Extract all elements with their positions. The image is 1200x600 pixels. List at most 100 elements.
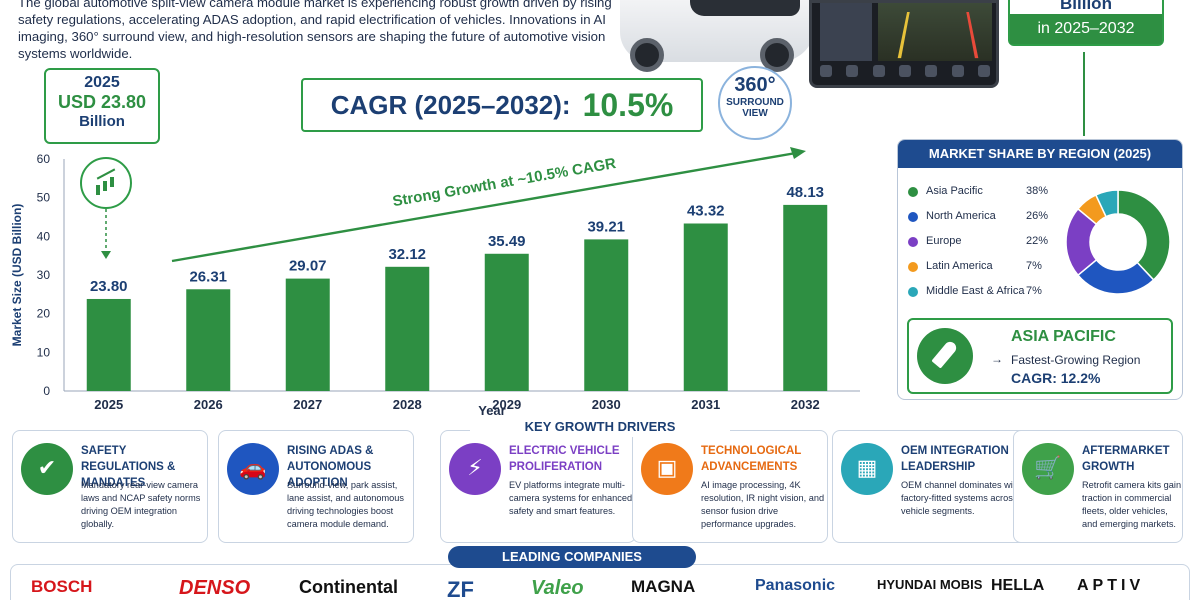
bar-value-label: 23.80 — [90, 278, 128, 295]
driver-card: 🛒 AFTERMARKET GROWTH Retrofit camera kits … — [1013, 430, 1183, 543]
bar-value-label: 35.49 — [488, 233, 526, 250]
legend-dot — [908, 212, 918, 222]
trend-arrow-line — [171, 151, 797, 263]
legend-dot — [908, 187, 918, 197]
company-logo: APTIV — [1077, 577, 1145, 594]
forecast-unit: Billion — [1060, 0, 1112, 13]
bar-value-label: 29.07 — [289, 258, 327, 275]
x-axis-label: Year — [478, 403, 505, 418]
driver-title: RISING ADAS & AUTONOMOUS ADOPTION — [287, 445, 374, 489]
screen-button-icon — [977, 65, 990, 77]
growth-drivers: ✔ SAFETY REGULATIONS & MANDATES Mandatory … — [10, 430, 1190, 544]
start-year: 2025 — [84, 74, 120, 91]
driver-card: ▣ TECHNOLOGICAL ADVANCEMENTS AI image proc… — [632, 430, 828, 543]
screen-button-icon — [951, 65, 964, 77]
bar-2025 — [86, 298, 131, 391]
x-tick-label: 2032 — [791, 397, 820, 412]
companies-title: LEADING COMPANIES — [448, 546, 696, 568]
bar-2029 — [484, 253, 529, 391]
top-view-display — [820, 3, 872, 61]
region-share: 7% — [1026, 285, 1042, 297]
companies-strip: BOSCH DENSO Continental ZF Valeo MAGNA Panason… — [10, 564, 1190, 600]
legend-dot — [908, 287, 918, 297]
screen-button-icon — [925, 65, 938, 77]
company-logo: Continental — [299, 577, 398, 597]
bar-2032 — [783, 204, 828, 391]
wheel-icon — [760, 38, 794, 72]
driver-title: TECHNOLOGICAL ADVANCEMENTS — [701, 445, 802, 473]
donut-slice-asia-pacific — [1117, 189, 1171, 281]
badge-surround-label: SURROUND — [726, 97, 784, 108]
company-logo: HELLA — [991, 577, 1045, 594]
screen-button-icon — [898, 65, 911, 77]
car-signal-icon: 🚗 — [227, 443, 279, 495]
company-logo: DENSO — [179, 577, 251, 599]
region-donut-chart — [1065, 189, 1171, 295]
driver-title: AFTERMARKET GROWTH — [1082, 445, 1170, 473]
driver-description: Surround-view, park assist, lane assist,… — [287, 480, 404, 529]
badge-360-label: 360° — [734, 74, 776, 96]
driver-description: Mandatory rear-view camera laws and NCAP… — [81, 480, 201, 529]
region-legend-item: Latin America 7% — [908, 259, 1058, 275]
driver-glyph: 🛒 — [1034, 456, 1062, 481]
trend-arrow-head — [790, 147, 806, 159]
bar-value-label: 48.13 — [786, 184, 824, 201]
y-tick-label: 20 — [37, 307, 51, 321]
donut-slice-middle-east-africa — [1094, 189, 1119, 218]
ev-charging-icon: ⚡ — [449, 443, 501, 495]
screen-button-icon — [846, 65, 859, 77]
region-legend-item: North America 26% — [908, 209, 1058, 225]
region-share: 38% — [1026, 185, 1049, 197]
x-tick-label: 2029 — [492, 397, 521, 412]
x-tick-label: 2031 — [691, 397, 720, 412]
company-logo: MAGNA — [631, 577, 696, 596]
cagr-value: 10.5% — [582, 86, 674, 123]
driver-description: AI image processing, 4K resolution, IR n… — [701, 480, 825, 529]
forecast-period: in 2025–2032 — [1010, 14, 1162, 44]
arrow-right-icon: → — [991, 352, 1003, 366]
growth-chart-icon — [80, 157, 132, 209]
start-unit: Billion — [79, 113, 125, 130]
bar-value-label: 32.12 — [388, 246, 426, 263]
region-share: 7% — [1026, 260, 1042, 272]
bar-value-label: 43.32 — [687, 202, 725, 219]
factory-icon: ▦ — [841, 443, 893, 495]
chart-annotation: Strong Growth at ~10.5% CAGR — [391, 155, 617, 210]
driver-glyph: 🚗 — [239, 456, 267, 481]
rear-camera-display — [878, 3, 992, 61]
fastest-region-subtitle: Fastest-Growing Region — [1011, 353, 1141, 367]
bar-2030 — [584, 239, 629, 391]
screen-button-icon — [872, 65, 885, 77]
region-name: Middle East & Africa — [926, 285, 1025, 297]
fastest-growing-region-box: ASIA PACIFIC → Fastest-Growing Region CA… — [907, 318, 1173, 394]
legend-dot — [908, 262, 918, 272]
x-tick-label: 2028 — [393, 397, 422, 412]
bar-value-label: 26.31 — [189, 268, 227, 285]
y-tick-label: 60 — [37, 152, 51, 166]
company-logo: HYUNDAI MOBIS — [877, 577, 983, 592]
start-value: USD 23.80 — [57, 92, 147, 112]
x-tick-label: 2027 — [293, 397, 322, 412]
y-axis-label: Market Size (USD Billion) — [10, 204, 24, 347]
driver-description: EV platforms integrate multi-camera syst… — [509, 480, 633, 516]
region-share: 26% — [1026, 210, 1049, 222]
legend-dot — [908, 237, 918, 247]
driver-description: OEM channel dominates with factory-fitte… — [901, 480, 1021, 516]
region-name: Latin America — [926, 260, 993, 272]
driver-card: 🚗 RISING ADAS & AUTONOMOUS ADOPTION Surrou… — [218, 430, 414, 543]
drivers-title: KEY GROWTH DRIVERS — [470, 419, 730, 437]
driver-card: ▦ OEM INTEGRATION LEADERSHIP OEM channel d… — [832, 430, 1028, 543]
driver-glyph: ✔ — [37, 456, 57, 481]
driver-glyph: ▣ — [656, 456, 678, 481]
car-camera-illustration — [620, 0, 1000, 96]
surround-view-badge: 360° SURROUND VIEW — [718, 66, 792, 140]
y-tick-label: 10 — [37, 345, 51, 359]
driver-glyph: ⚡ — [467, 456, 483, 481]
driver-card: ✔ SAFETY REGULATIONS & MANDATES Mandatory … — [12, 430, 208, 543]
company-logo: Panasonic — [755, 577, 836, 594]
driver-card: ⚡ ELECTRIC VEHICLE PROLIFERATION EV platfo… — [440, 430, 636, 543]
driver-description: Retrofit camera kits gain traction in co… — [1082, 480, 1182, 529]
fastest-region-cagr: CAGR: 12.2% — [1011, 370, 1101, 386]
badge-view-label: VIEW — [742, 108, 768, 119]
